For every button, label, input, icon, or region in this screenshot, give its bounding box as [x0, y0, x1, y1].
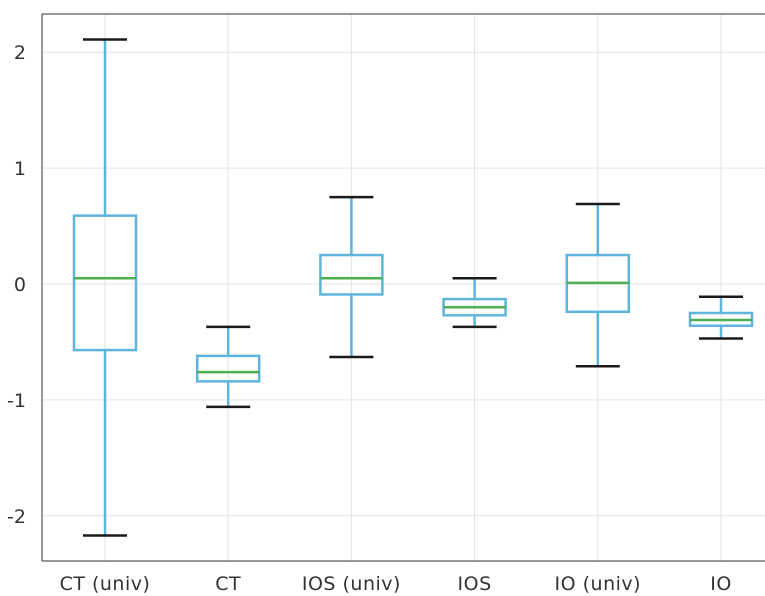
box-series	[72, 38, 754, 537]
box-iqr	[72, 214, 138, 352]
axes	[41, 13, 765, 562]
box-2	[195, 325, 261, 409]
x-tick-label: IOS	[458, 573, 492, 595]
x-tick-label: CT	[215, 573, 241, 595]
y-tick-label: -1	[7, 390, 26, 412]
y-tick-label: -2	[7, 506, 26, 528]
y-tick-labels: -2 -1 0 1 2	[7, 42, 26, 528]
y-tick-label: 2	[14, 42, 26, 64]
box-5	[565, 202, 631, 368]
y-tick-label: 1	[14, 158, 26, 180]
x-tick-label: IO	[710, 573, 732, 595]
box-iqr	[319, 253, 384, 296]
box-1	[72, 38, 138, 537]
box-iqr	[195, 354, 261, 383]
grid-lines	[42, 14, 765, 561]
y-tick-label: 0	[14, 274, 26, 296]
box-6	[688, 295, 754, 340]
x-tick-label: IOS (univ)	[302, 573, 401, 595]
box-4	[442, 276, 507, 329]
x-tick-label: IO (univ)	[555, 573, 642, 595]
box-3	[319, 195, 384, 359]
x-tick-label: CT (univ)	[60, 573, 151, 595]
x-tick-labels: CT (univ) CT IOS (univ) IOS IO (univ) IO	[60, 573, 732, 595]
